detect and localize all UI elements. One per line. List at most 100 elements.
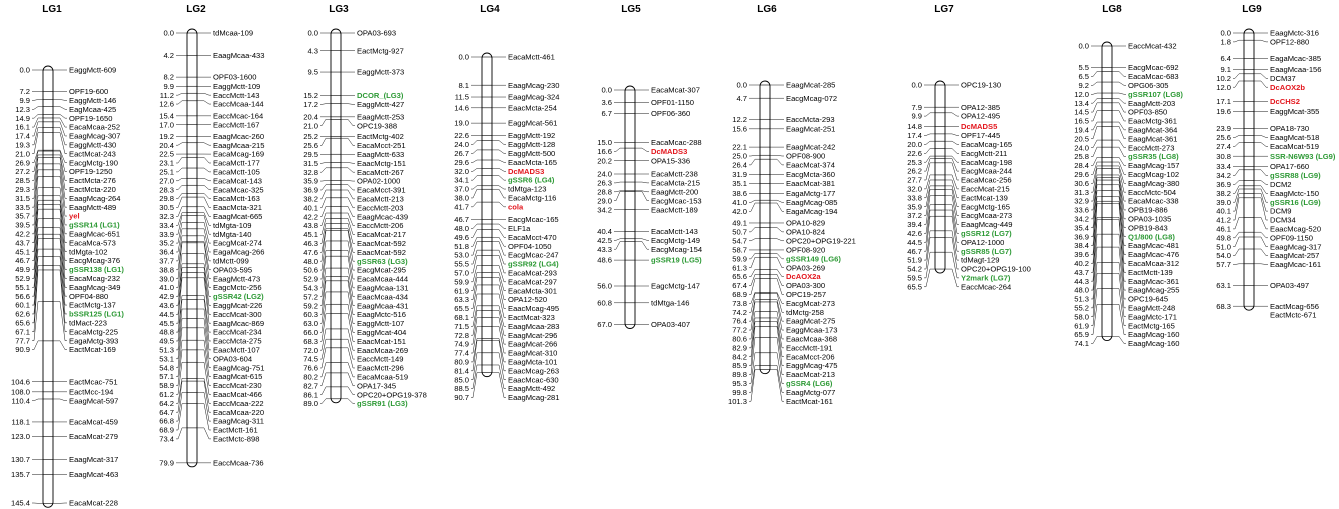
- marker-position: 42.6: [907, 229, 922, 238]
- marker-position: 36.9: [303, 186, 318, 195]
- marker-position: 56.0: [597, 282, 612, 291]
- marker-position: 38.4: [1074, 241, 1089, 250]
- marker-position: 31.9: [732, 170, 747, 179]
- position-leader: [749, 321, 760, 357]
- marker-position: 68.3: [303, 337, 318, 346]
- marker-position: 52.9: [303, 275, 318, 284]
- marker-label: EactMcta-220: [69, 185, 116, 194]
- position-leader: [176, 362, 187, 395]
- marker-leader: [945, 185, 959, 207]
- position-leader: [32, 127, 43, 146]
- marker-position: 17.4: [15, 132, 30, 141]
- marker-leader: [492, 140, 506, 145]
- linkage-group-title: LG8: [1102, 4, 1122, 15]
- marker-position: 14.6: [454, 103, 469, 112]
- marker-position: 38.8: [159, 265, 174, 274]
- position-leader: [924, 112, 935, 117]
- position-leader: [614, 191, 625, 201]
- marker-position: 16.1: [15, 123, 30, 132]
- marker-leader: [197, 362, 211, 395]
- marker-label: EaagMcag-449: [961, 220, 1013, 229]
- position-leader: [1233, 193, 1244, 212]
- marker-position: 39.6: [1074, 250, 1089, 259]
- marker-position: 44.5: [907, 238, 922, 247]
- marker-leader: [53, 169, 67, 208]
- marker-label: OPF01-1150: [651, 98, 694, 107]
- marker-leader: [492, 185, 506, 190]
- marker-position: 7.9: [911, 103, 922, 112]
- position-leader: [1091, 161, 1102, 175]
- marker-label: EaagMcag-230: [508, 81, 560, 90]
- marker-position: 3.6: [601, 98, 612, 107]
- ssr-marker-label: Q1/800 (LG8): [1128, 232, 1175, 241]
- position-leader: [176, 157, 187, 164]
- marker-label: EacgMcag-072: [786, 94, 837, 103]
- position-leader: [924, 230, 935, 261]
- position-leader: [1233, 142, 1244, 147]
- marker-leader: [197, 253, 211, 288]
- marker-position: 42.2: [303, 212, 318, 221]
- marker-position: 5.5: [1078, 63, 1089, 72]
- marker-position: 17.0: [159, 120, 174, 129]
- marker-label: EaagMctt-473: [213, 274, 260, 283]
- gene-marker-label: cola: [508, 202, 524, 211]
- marker-leader: [492, 272, 506, 291]
- position-leader: [320, 223, 331, 244]
- position-leader: [471, 305, 482, 327]
- marker-leader: [53, 204, 67, 252]
- marker-label: EaggMctt-500: [508, 149, 555, 158]
- marker-leader: [1112, 217, 1126, 273]
- marker-position: 49.6: [454, 233, 469, 242]
- marker-leader: [770, 352, 784, 384]
- marker-label: EactMcat-139: [961, 193, 1008, 202]
- marker-label: EactMcat-161: [786, 397, 833, 406]
- marker-label: EacaMctt-213: [357, 194, 404, 203]
- marker-position: 46.1: [1216, 225, 1231, 234]
- marker-leader: [1254, 73, 1268, 79]
- marker-label: EaagMcac-869: [213, 319, 264, 328]
- marker-label: EacgMcag-376: [69, 256, 120, 265]
- position-leader: [320, 167, 331, 173]
- marker-label: OPF04-1050: [508, 242, 551, 251]
- position-leader: [176, 222, 187, 244]
- marker-leader: [1112, 98, 1126, 104]
- marker-leader: [197, 157, 211, 164]
- position-leader: [924, 185, 935, 207]
- position-leader: [924, 209, 935, 243]
- marker-label: EacgMcac-247: [508, 251, 559, 260]
- marker-position: 26.9: [15, 158, 30, 167]
- marker-position: 34.2: [1216, 171, 1231, 180]
- marker-label: EactMcac-751: [69, 377, 118, 386]
- marker-position: 33.6: [1074, 206, 1089, 215]
- marker-position: 4.3: [307, 46, 318, 55]
- marker-label: DCM34: [1270, 216, 1296, 225]
- marker-position: 30.5: [159, 203, 174, 212]
- position-leader: [749, 274, 760, 286]
- marker-leader: [492, 326, 506, 354]
- position-leader: [176, 196, 187, 208]
- marker-leader: [945, 268, 959, 288]
- position-leader: [32, 132, 43, 154]
- marker-label: EaggMctt-107: [357, 319, 404, 328]
- marker-position: 61.3: [732, 263, 747, 272]
- gene-marker-label: yel: [69, 212, 80, 221]
- gene-marker-label: DcMADS5: [961, 122, 998, 131]
- marker-leader: [770, 158, 784, 166]
- marker-label: EaccMctt-191: [786, 343, 832, 352]
- marker-leader: [197, 392, 211, 422]
- marker-position: 46.7: [15, 256, 30, 265]
- marker-position: 67.0: [597, 320, 612, 329]
- marker-leader: [1112, 102, 1126, 113]
- marker-position: 49.1: [732, 219, 747, 228]
- marker-label: EaagMcag-307: [69, 132, 121, 141]
- marker-leader: [1254, 169, 1268, 176]
- marker-position: 14.5: [1074, 108, 1089, 117]
- marker-leader: [770, 292, 784, 304]
- marker-position: 20.4: [159, 141, 174, 150]
- marker-position: 0.0: [458, 53, 469, 62]
- marker-label: EaggMctt-430: [69, 140, 116, 149]
- marker-label: EaccMcat-432: [1128, 42, 1177, 51]
- marker-leader: [492, 168, 506, 172]
- marker-leader: [945, 189, 959, 216]
- position-leader: [471, 317, 482, 345]
